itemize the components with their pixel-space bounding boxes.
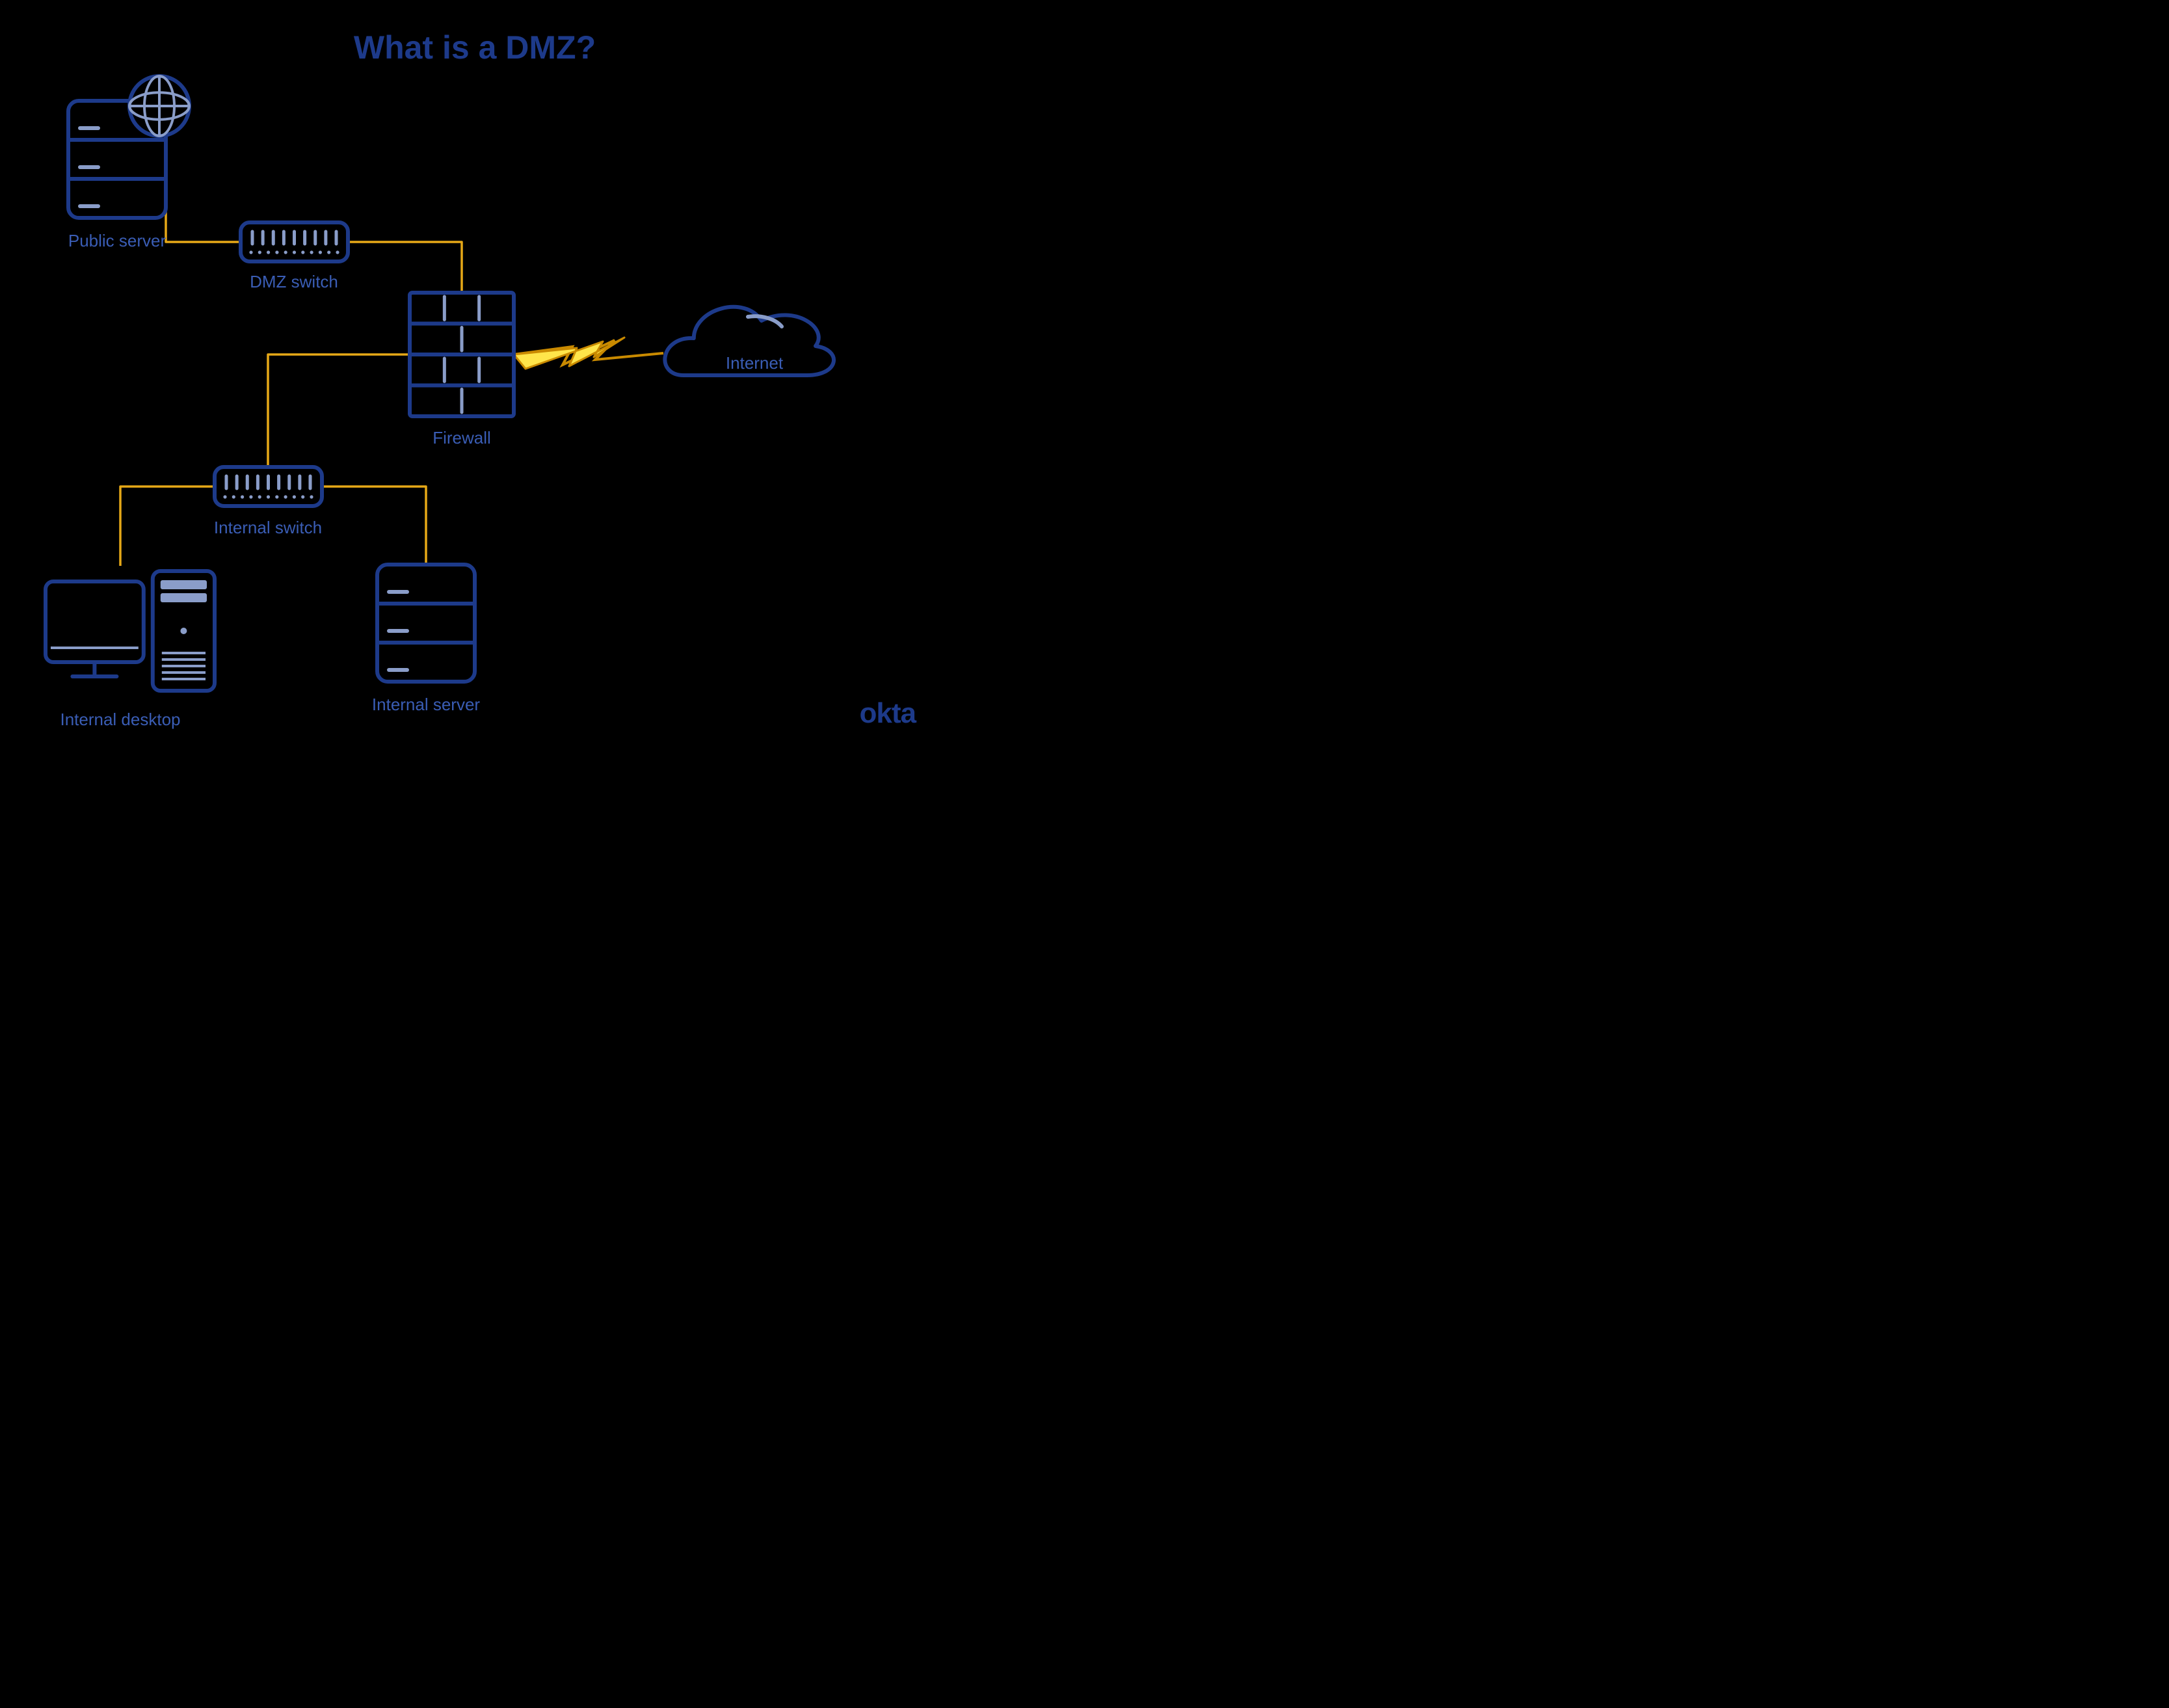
- diagram-svg: [0, 0, 950, 748]
- label-internal-switch: Internal switch: [170, 518, 366, 538]
- label-firewall: Firewall: [364, 428, 559, 448]
- label-internet: Internet: [657, 353, 852, 373]
- label-dmz-switch: DMZ switch: [196, 272, 392, 292]
- label-internal-server: Internal server: [328, 695, 524, 715]
- okta-logo: okta: [860, 697, 916, 730]
- diagram-canvas: What is a DMZ? Public server DMZ switch …: [0, 0, 950, 748]
- label-internal-desktop: Internal desktop: [23, 710, 218, 730]
- label-public-server: Public server: [20, 231, 215, 251]
